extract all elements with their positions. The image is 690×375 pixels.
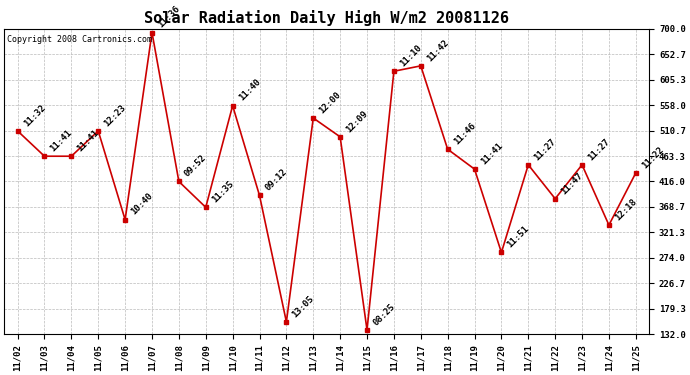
Text: 11:41: 11:41 — [479, 141, 504, 166]
Text: 11:35: 11:35 — [210, 179, 235, 204]
Text: 12:09: 12:09 — [344, 109, 370, 134]
Text: 13:05: 13:05 — [290, 294, 316, 319]
Text: 10:40: 10:40 — [129, 192, 155, 217]
Text: 11:47: 11:47 — [560, 171, 584, 196]
Title: Solar Radiation Daily High W/m2 20081126: Solar Radiation Daily High W/m2 20081126 — [144, 10, 509, 26]
Text: 12:18: 12:18 — [613, 197, 638, 222]
Text: 11:51: 11:51 — [506, 224, 531, 250]
Text: 11:41: 11:41 — [49, 128, 74, 153]
Text: 12:00: 12:00 — [317, 90, 343, 115]
Text: 11:42: 11:42 — [425, 38, 451, 63]
Text: 09:52: 09:52 — [183, 153, 208, 179]
Text: Copyright 2008 Cartronics.com: Copyright 2008 Cartronics.com — [8, 35, 152, 44]
Text: 11:32: 11:32 — [22, 103, 47, 128]
Text: 11:36: 11:36 — [156, 4, 181, 30]
Text: 11:46: 11:46 — [452, 121, 477, 147]
Text: 11:27: 11:27 — [586, 136, 611, 162]
Text: 11:40: 11:40 — [237, 78, 262, 103]
Text: 09:12: 09:12 — [264, 167, 289, 193]
Text: 11:41: 11:41 — [75, 128, 101, 153]
Text: 11:22: 11:22 — [640, 145, 665, 170]
Text: 08:25: 08:25 — [371, 302, 397, 327]
Text: 12:23: 12:23 — [102, 103, 128, 128]
Text: 11:10: 11:10 — [398, 43, 424, 69]
Text: 11:27: 11:27 — [533, 136, 558, 162]
